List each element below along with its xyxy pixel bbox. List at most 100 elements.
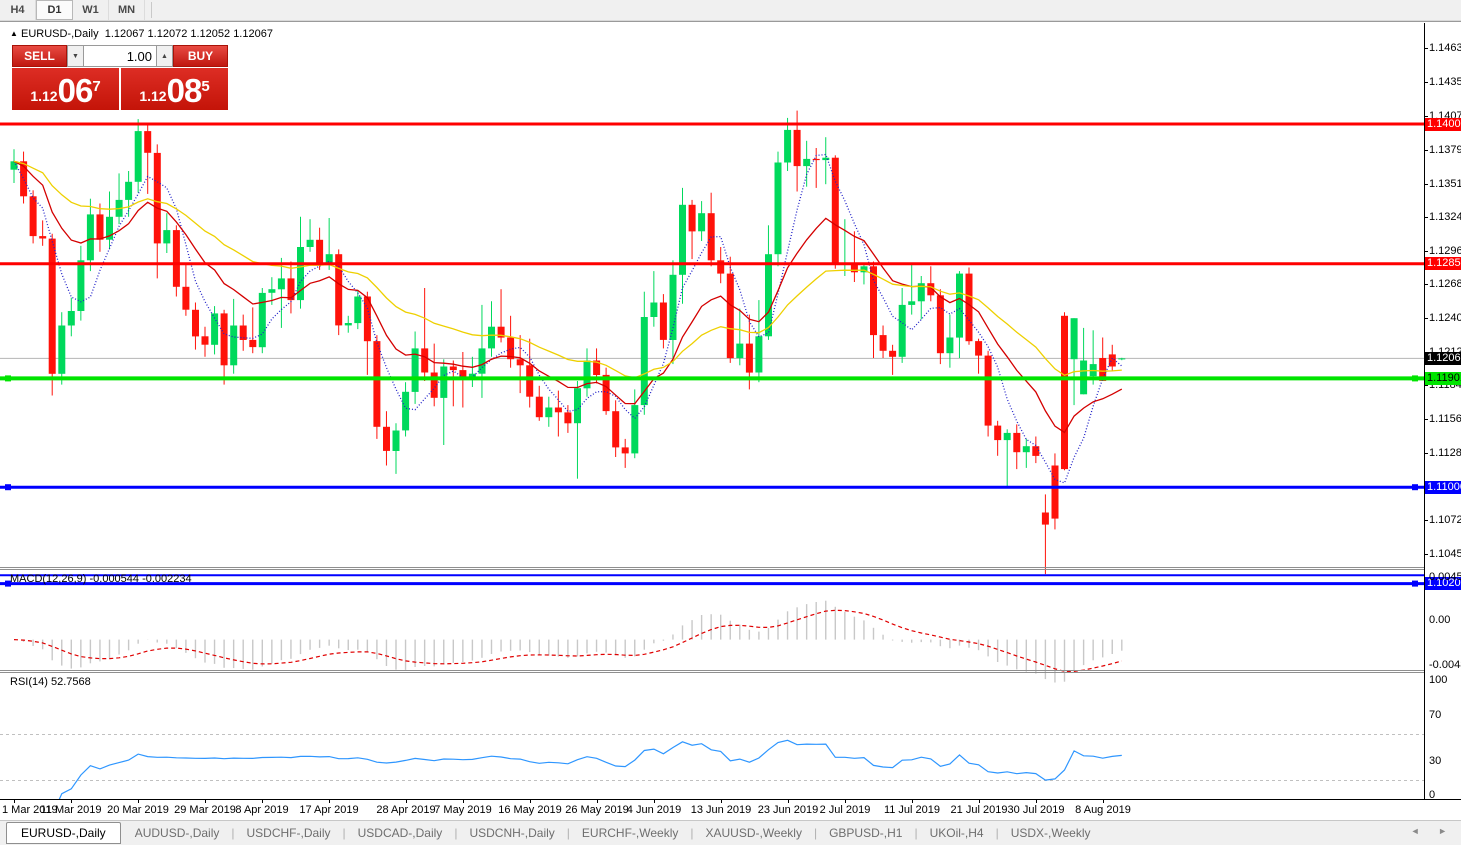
price-axis-label: 1.12400 (1429, 312, 1461, 324)
timeframe-button-h4[interactable]: H4 (0, 0, 36, 20)
chart-tab-usdx-weekly[interactable]: USDX-,Weekly (1010, 826, 1091, 840)
timeframe-button-mn[interactable]: MN (109, 0, 145, 20)
tab-separator: | (813, 826, 818, 840)
tab-scroll-right-icon[interactable]: ► (1438, 826, 1455, 836)
pane-separator[interactable] (0, 567, 1461, 568)
chart-tab-eurchf-weekly[interactable]: EURCHF-,Weekly (581, 826, 679, 840)
chart-tab-ukoil-h4[interactable]: UKOil-,H4 (929, 826, 984, 840)
date-axis-tick (329, 800, 330, 803)
date-axis-label: 11 Jul 2019 (883, 804, 941, 816)
date-axis-label: 7 May 2019 (434, 804, 492, 816)
pane-separator[interactable] (0, 569, 1461, 570)
sell-button[interactable]: SELL (12, 45, 67, 67)
macd-axis-label: 0.004517 (1429, 571, 1461, 583)
volume-increase-button[interactable]: ▲ (156, 45, 173, 67)
tab-scroll-arrows: ◄ ► (1411, 826, 1455, 836)
macd-signal-line (13, 609, 1122, 673)
ma-line-30 (13, 160, 1122, 379)
price-tag: 1.14009 (1425, 118, 1461, 131)
volume-decrease-button[interactable]: ▼ (67, 45, 84, 67)
macd-histogram (22, 600, 1123, 683)
price-axis-tick (1425, 217, 1428, 218)
date-axis-tick (1103, 800, 1104, 803)
date-axis-label: 30 Jul 2019 (1007, 804, 1065, 816)
toolbar-separator (145, 2, 152, 18)
date-axis-tick (721, 800, 722, 803)
collapse-arrow-icon[interactable]: ▲ (10, 29, 18, 38)
macd-name: MACD(12,26,9) (10, 573, 87, 585)
sell-price-display[interactable]: 1.12 06 7 (12, 68, 119, 110)
macd-axis-label: 0.00 (1429, 614, 1451, 626)
ma-line-13 (13, 160, 1123, 434)
date-axis-label: 8 Aug 2019 (1075, 804, 1131, 816)
price-chart-canvas[interactable] (0, 44, 1425, 588)
price-axis-tick (1425, 554, 1428, 555)
timeframe-toolbar: H4 D1 W1 MN (0, 0, 1461, 21)
date-axis-tick (530, 800, 531, 803)
tab-separator: | (995, 826, 999, 840)
rsi-value: 52.7568 (50, 676, 91, 688)
timeframe-button-w1[interactable]: W1 (73, 0, 109, 20)
tab-separator: | (454, 826, 458, 840)
price-axis-label: 1.14635 (1429, 42, 1461, 54)
price-axis-tick (1425, 251, 1428, 252)
date-axis-label: 26 May 2019 (565, 804, 629, 816)
chart-window: 1.146351.143551.140751.137951.135151.132… (0, 21, 1461, 821)
buy-button[interactable]: BUY (173, 45, 228, 67)
chart-tab-usdchf-daily[interactable]: USDCHF-,Daily (246, 826, 331, 840)
pane-separator[interactable] (0, 672, 1461, 673)
rsi-axis-label: 100 (1429, 674, 1448, 686)
pane-separator[interactable] (0, 670, 1461, 671)
candles-layer (10, 110, 1126, 575)
chart-tab-audusd-daily[interactable]: AUDUSD-,Daily (134, 826, 220, 840)
rsi-pane-canvas[interactable] (0, 694, 1425, 821)
date-axis-label: 16 May 2019 (498, 804, 562, 816)
date-axis-tick (597, 800, 598, 803)
price-axis-tick (1425, 82, 1428, 83)
price-axis-label: 1.11285 (1429, 447, 1461, 459)
macd-pane-canvas[interactable] (0, 591, 1425, 691)
date-axis-label: 23 Jun 2019 (757, 804, 819, 816)
timeframe-button-d1[interactable]: D1 (36, 0, 73, 20)
chart-tab-gbpusd-h1[interactable]: GBPUSD-,H1 (829, 826, 903, 840)
price-axis-tick (1425, 520, 1428, 521)
rsi-line (23, 739, 1122, 816)
chart-tab-usdcad-daily[interactable]: USDCAD-,Daily (357, 826, 443, 840)
chart-tab-eurusd-daily[interactable]: EURUSD-,Daily (6, 822, 121, 844)
price-tag: 1.10201 (1425, 577, 1461, 590)
chart-tab-xauusd-weekly[interactable]: XAUUSD-,Weekly (705, 826, 802, 840)
rsi-indicator-label: RSI(14) 52.7568 (10, 676, 91, 688)
buy-price-main: 08 (166, 72, 203, 109)
price-axis-label: 1.12680 (1429, 278, 1461, 290)
price-axis-label: 1.13795 (1429, 144, 1461, 156)
chart-tab-usdcnh-daily[interactable]: USDCNH-,Daily (469, 826, 555, 840)
date-axis-label: 8 Apr 2019 (235, 804, 289, 816)
date-axis-tick (654, 800, 655, 803)
date-axis: 1 Mar 2019 11 Mar 2019 20 Mar 2019 29 Mar 2… (0, 800, 1461, 820)
date-axis-tick (1036, 800, 1037, 803)
symbol-label: EURUSD-,Daily (20, 28, 99, 40)
date-axis-tick (463, 800, 464, 803)
date-axis-tick (406, 800, 407, 803)
date-axis-label: 1 Mar 2019 (2, 804, 58, 816)
date-axis-label: 13 Jun 2019 (690, 804, 752, 816)
sell-price-pip: 7 (92, 78, 101, 95)
one-click-trading-panel: SELL ▼ ▲ BUY 1.12 06 7 1.12 08 5 (12, 45, 228, 110)
tab-separator: | (231, 826, 235, 840)
volume-input[interactable] (84, 45, 156, 67)
date-axis-divider (0, 799, 1461, 800)
price-axis-tick (1425, 48, 1428, 49)
price-axis-label: 1.10725 (1429, 514, 1461, 526)
price-axis-label: 1.13240 (1429, 211, 1461, 223)
rsi-axis-label: 30 (1429, 755, 1442, 767)
tab-separator: | (914, 826, 918, 840)
buy-price-display[interactable]: 1.12 08 5 (121, 68, 228, 110)
tab-scroll-left-icon[interactable]: ◄ (1410, 826, 1428, 836)
date-axis-label: 17 Apr 2019 (299, 804, 359, 816)
date-axis-tick (262, 800, 263, 803)
price-axis-label: 1.13515 (1429, 178, 1461, 190)
rsi-axis-label: 70 (1429, 709, 1442, 721)
price-tag: 1.12067 (1425, 352, 1461, 365)
